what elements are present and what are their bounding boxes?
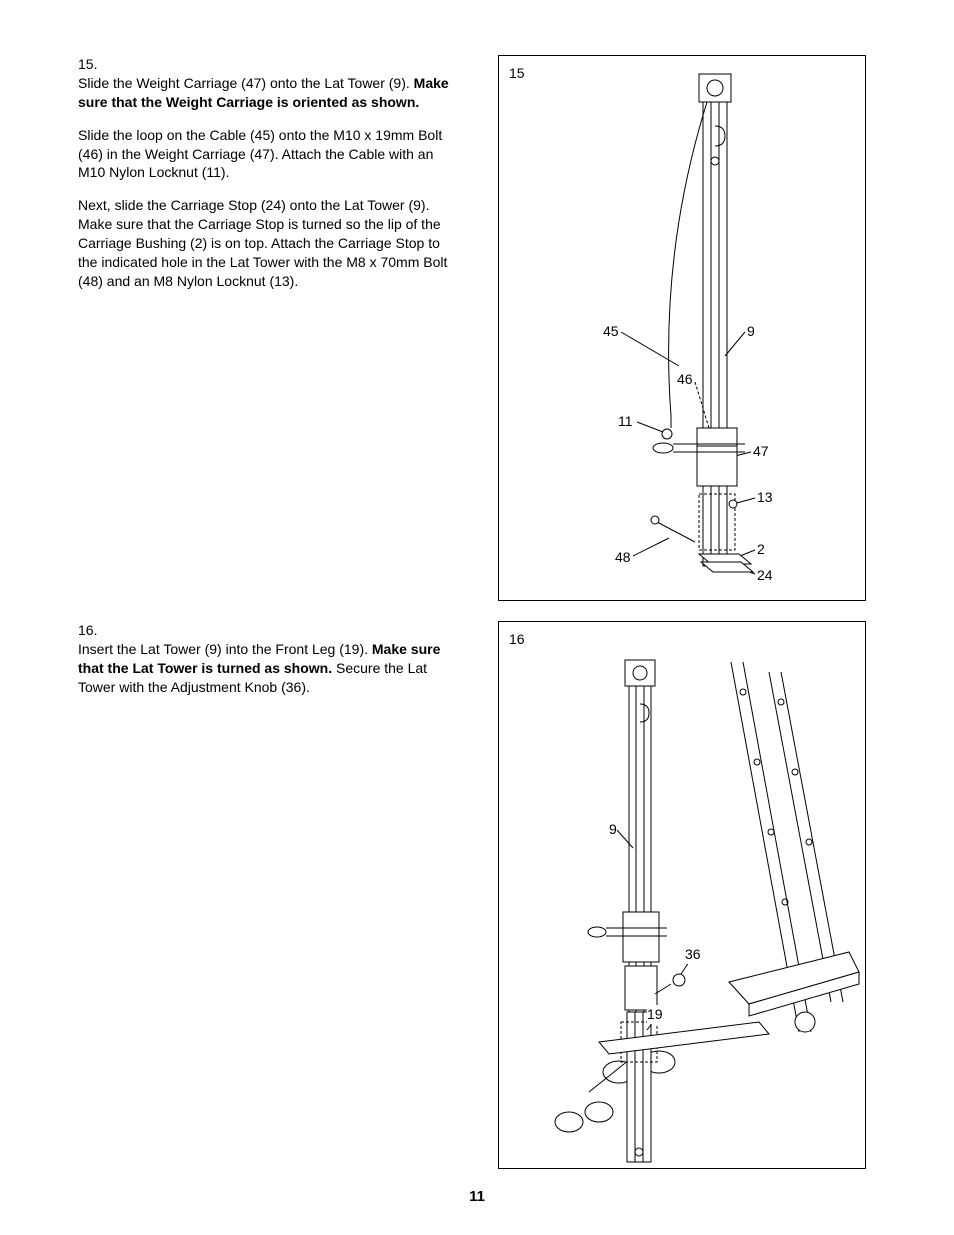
callout-label: 19 [647,1005,663,1024]
callout-label: 46 [677,370,693,389]
figure-number: 15 [509,64,525,83]
callout-label: 47 [753,442,769,461]
step-15: 15. Slide the Weight Carriage (47) onto … [78,55,876,601]
callout-label: 2 [757,540,765,559]
step-16-text: 16. Insert the Lat Tower (9) into the Fr… [78,621,498,711]
paragraph: Slide the Weight Carriage (47) onto the … [78,74,458,112]
step-number: 15. [78,55,106,74]
step-body: Slide the Weight Carriage (47) onto the … [78,74,458,305]
callout-label: 24 [757,566,773,585]
callout-label: 13 [757,488,773,507]
figure-16: 16 [498,621,866,1169]
step-16: 16. Insert the Lat Tower (9) into the Fr… [78,621,876,1169]
step-number: 16. [78,621,106,640]
callout-label: 11 [618,412,633,431]
step-body: Insert the Lat Tower (9) into the Front … [78,640,458,711]
paragraph: Next, slide the Carriage Stop (24) onto … [78,196,458,290]
paragraph: Slide the loop on the Cable (45) onto th… [78,126,458,183]
diagram-16-icon [499,622,865,1168]
callout-label: 36 [685,945,701,964]
callout-label: 9 [609,820,617,839]
figure-number: 16 [509,630,525,649]
paragraph: Insert the Lat Tower (9) into the Front … [78,640,458,697]
figure-15: 15 [498,55,866,601]
diagram-15-icon [499,56,865,600]
page-number: 11 [0,1187,954,1207]
callout-label: 48 [615,548,631,567]
callout-label: 45 [603,322,619,341]
step-15-text: 15. Slide the Weight Carriage (47) onto … [78,55,498,305]
callout-label: 9 [747,322,755,341]
